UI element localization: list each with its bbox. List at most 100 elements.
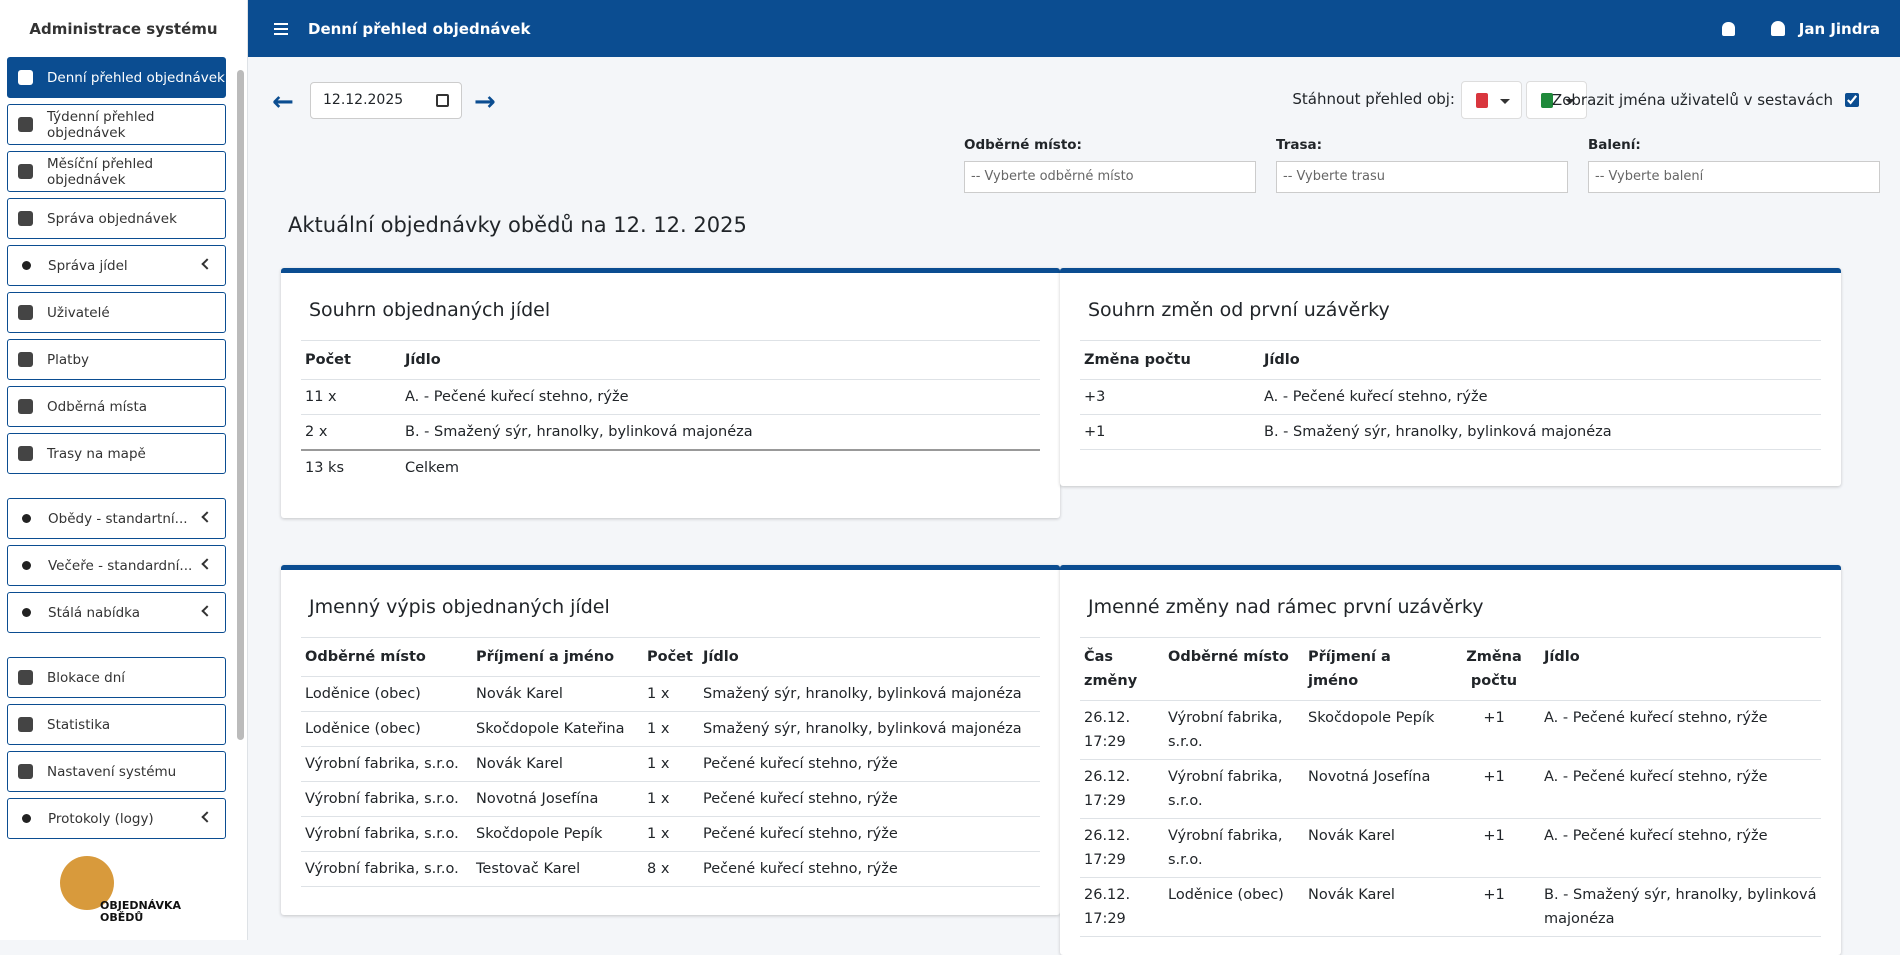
- data-table: Počet Jídlo 11 x A. - Pečené kuřecí stehno,…: [301, 340, 1040, 485]
- menu-label: Statistika: [47, 716, 111, 733]
- table-cell: Výrobní fabrika, s.r.o.: [301, 851, 472, 887]
- menu-icon: [18, 670, 33, 685]
- table-cell: Pečené kuřecí stehno, rýže: [699, 816, 1040, 852]
- menu-item[interactable]: Správa jídel: [7, 245, 226, 286]
- data-table: Odběrné místo Příjmení a jméno Počet Jídlo L…: [301, 637, 1040, 887]
- menu-item[interactable]: Odběrná místa: [7, 386, 226, 427]
- menu-icon: [18, 399, 33, 414]
- filter-select[interactable]: -- Vyberte trasu: [1276, 161, 1568, 193]
- table-row: Loděnice (obec) Novák Karel 1 x Smažený sýr…: [301, 676, 1040, 712]
- header-row: Změna počtu Jídlo: [1080, 340, 1821, 380]
- menu-label: Denní přehled objednávek: [47, 69, 225, 86]
- menu-item[interactable]: Blokace dní: [7, 657, 226, 698]
- table-cell: 26.12. 17:29: [1080, 700, 1164, 760]
- menu-item[interactable]: Večeře - standardní...: [7, 545, 226, 586]
- total-cell: Celkem: [401, 449, 1040, 485]
- table-cell: Pečené kuřecí stehno, rýže: [699, 781, 1040, 817]
- menu-item[interactable]: Nastavení systému: [7, 751, 226, 792]
- table-body: 26.12. 17:29 Výrobní fabrika, s.r.o. Skočd…: [1080, 700, 1821, 937]
- user-name[interactable]: Jan Jindra: [1798, 19, 1880, 38]
- menu-item[interactable]: Protokoly (logy): [7, 798, 226, 839]
- menu-group: Denní přehled objednávek Týdenní přehled …: [7, 57, 226, 474]
- menu-icon: [18, 70, 33, 85]
- filter: Balení: -- Vyberte balení: [1588, 137, 1880, 193]
- table-cell: Výrobní fabrika, s.r.o.: [1164, 700, 1304, 760]
- table-cell: Novotná Josefína: [1304, 759, 1448, 819]
- logo-line: OBĚDŮ: [100, 911, 144, 924]
- menu: Denní přehled objednávek Týdenní přehled …: [0, 57, 247, 839]
- menu-item[interactable]: Stálá nabídka: [7, 592, 226, 633]
- menu-icon: [22, 561, 31, 570]
- column-header: Jídlo: [1260, 340, 1821, 380]
- scrollbar[interactable]: [237, 70, 244, 740]
- table-row: +3 A. - Pečené kuřecí stehno, rýže: [1080, 379, 1821, 415]
- table-cell: A. - Pečené kuřecí stehno, rýže: [1540, 759, 1821, 819]
- menu-item[interactable]: Platby: [7, 339, 226, 380]
- column-header: Odběrné místo: [1164, 637, 1304, 701]
- logo-line: OBJEDNÁVKA: [100, 899, 181, 912]
- card: Jmenné změny nad rámec první uzávěrky Čas…: [1060, 565, 1841, 955]
- menu-item[interactable]: Týdenní přehled objednávek: [7, 104, 226, 145]
- menu-icon: [18, 764, 33, 779]
- page-title: Denní přehled objednávek: [308, 19, 531, 38]
- menu-icon: [18, 305, 33, 320]
- menu-item[interactable]: Správa objednávek: [7, 198, 226, 239]
- menu-icon: [18, 352, 33, 367]
- table-cell: +1: [1448, 818, 1540, 878]
- calendar-icon[interactable]: [436, 94, 449, 107]
- data-table: Změna počtu Jídlo +3 A. - Pečené kuřecí ste…: [1080, 340, 1821, 450]
- menu-toggle[interactable]: [274, 22, 288, 35]
- excel-button[interactable]: [1526, 81, 1587, 119]
- menu-item[interactable]: Obědy - standartní...: [7, 498, 226, 539]
- menu-group: Obědy - standartní... Večeře - standardní…: [7, 498, 226, 633]
- sidebar-title: Administrace systému: [29, 20, 218, 38]
- date-input[interactable]: 12.12.2025: [310, 82, 462, 119]
- menu-item[interactable]: Statistika: [7, 704, 226, 745]
- table-row: 26.12. 17:29 Výrobní fabrika, s.r.o. Skočd…: [1080, 700, 1821, 760]
- filter-select[interactable]: -- Vyberte balení: [1588, 161, 1880, 193]
- pdf-icon: [1476, 93, 1488, 108]
- table-cell: B. - Smažený sýr, hranolky, bylinková ma…: [1260, 414, 1821, 450]
- table-cell: Výrobní fabrika, s.r.o.: [1164, 818, 1304, 878]
- menu-icon: [18, 446, 33, 461]
- submenu-arrow: [201, 811, 213, 823]
- data-table: Čas změny Odběrné místo Příjmení a jméno Zm…: [1080, 637, 1821, 937]
- menu-label: Platby: [47, 351, 90, 368]
- table-row: 26.12. 17:29 Loděnice (obec) Novák Karel +1…: [1080, 877, 1821, 937]
- sidebar: Administrace systému Denní přehled objed…: [0, 0, 248, 940]
- table-cell: 1 x: [643, 781, 699, 817]
- user-area[interactable]: Jan Jindra: [1721, 19, 1880, 38]
- show-names-checkbox[interactable]: [1845, 93, 1859, 107]
- table-cell: Novák Karel: [472, 676, 643, 712]
- table-cell: Pečené kuřecí stehno, rýže: [699, 851, 1040, 887]
- menu-item[interactable]: Trasy na mapě: [7, 433, 226, 474]
- menu-item[interactable]: Uživatelé: [7, 292, 226, 333]
- total-cell: 13 ks: [301, 449, 401, 485]
- column-header: Jídlo: [1540, 637, 1821, 701]
- submenu-arrow: [201, 258, 213, 270]
- table-head: Změna počtu Jídlo: [1080, 340, 1821, 380]
- table-cell: Loděnice (obec): [1164, 877, 1304, 937]
- menu-label: Blokace dní: [47, 669, 126, 686]
- table-cell: A. - Pečené kuřecí stehno, rýže: [401, 379, 1040, 415]
- table-cell: Skočdopole Kateřina: [472, 711, 643, 747]
- section-heading: Aktuální objednávky obědů na 12. 12. 202…: [288, 213, 747, 237]
- menu-item[interactable]: Denní přehled objednávek: [7, 57, 226, 98]
- table-cell: Výrobní fabrika, s.r.o.: [301, 781, 472, 817]
- menu-label: Stálá nabídka: [48, 604, 141, 621]
- next-day[interactable]: →: [474, 87, 496, 117]
- table-cell: Výrobní fabrika, s.r.o.: [1164, 759, 1304, 819]
- menu-label: Nastavení systému: [47, 763, 177, 780]
- show-names-option: Zobrazit jména uživatelů v sestavách: [1552, 90, 1862, 110]
- filter: Trasa: -- Vyberte trasu: [1276, 137, 1568, 193]
- menu-item[interactable]: Měsíční přehled objednávek: [7, 151, 226, 192]
- pdf-button[interactable]: [1461, 81, 1522, 119]
- table-body: Loděnice (obec) Novák Karel 1 x Smažený sýr…: [301, 676, 1040, 887]
- column-header: Změna počtu: [1080, 340, 1260, 380]
- filter-select[interactable]: -- Vyberte odběrné místo: [964, 161, 1256, 193]
- prev-day[interactable]: ←: [272, 87, 294, 117]
- notifications-icon[interactable]: [1721, 21, 1735, 36]
- table-cell: Novák Karel: [1304, 818, 1448, 878]
- table-cell: Novák Karel: [472, 746, 643, 782]
